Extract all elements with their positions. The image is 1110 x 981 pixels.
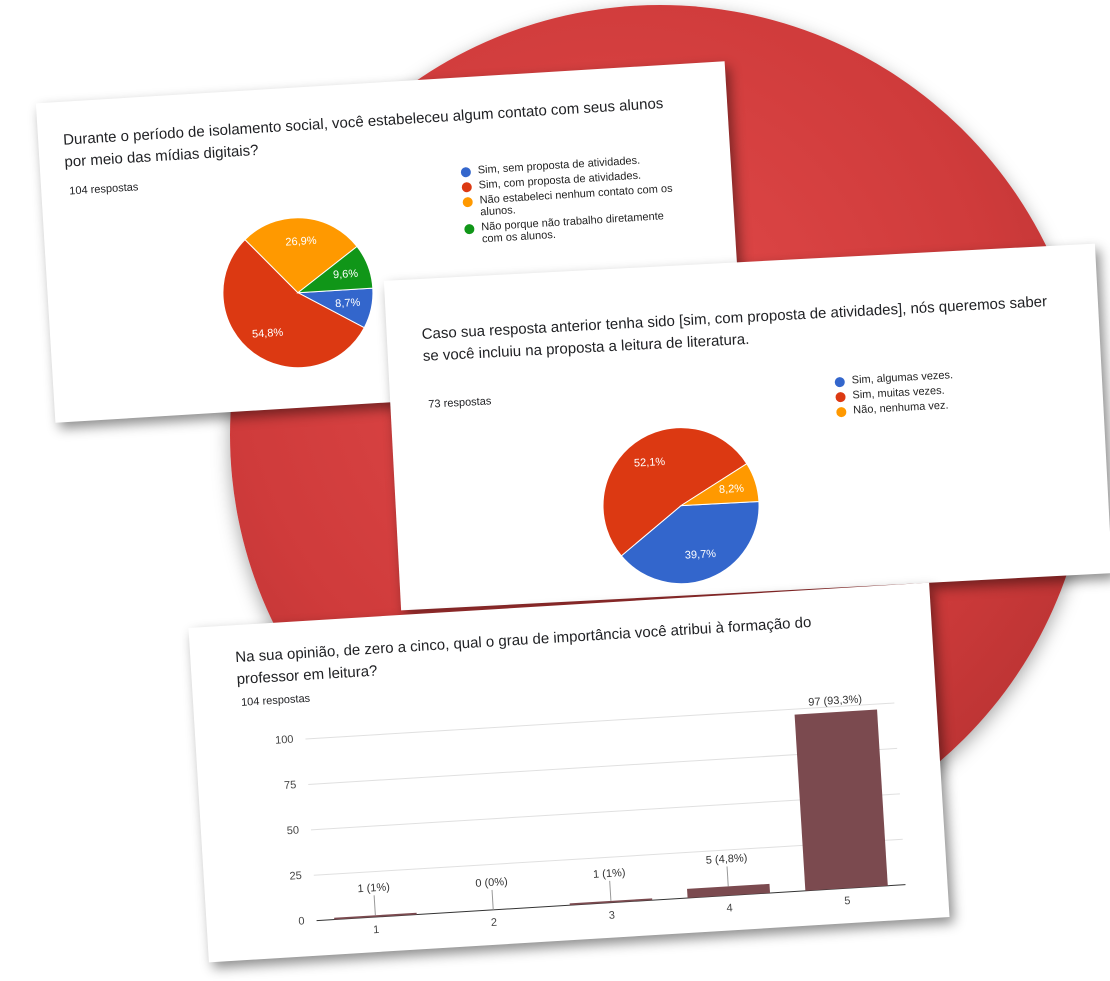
grid-line	[305, 702, 895, 740]
slice-label: 26,9%	[285, 235, 317, 249]
bar	[794, 709, 888, 891]
slice-label: 9,6%	[333, 268, 359, 282]
pie-slice	[620, 501, 760, 585]
slice-label: 54,8%	[252, 327, 284, 341]
chart: 8,7% 54,8% 26,9% 9,6%	[222, 217, 374, 369]
bar	[334, 912, 417, 920]
x-tick-label: 3	[608, 909, 615, 921]
legend-label: Não, nenhuma vez.	[852, 399, 949, 417]
y-tick-label: 0	[298, 915, 305, 927]
leader-line	[609, 880, 612, 901]
slice-label: 8,2%	[719, 483, 745, 496]
x-tick-label: 2	[491, 917, 498, 929]
legend-swatch	[464, 223, 475, 235]
legend-swatch	[460, 166, 472, 178]
leader-line	[726, 866, 729, 887]
chart: 39,7% 52,1% 8,2%	[602, 427, 760, 585]
pie-slice	[222, 238, 365, 369]
x-tick-label: 1	[373, 924, 380, 936]
chart-card: 39,7% 52,1% 8,2% Caso sua resposta anterio…	[383, 243, 1110, 611]
legend: Sim, sem proposta de atividades. Sim, com…	[460, 152, 680, 249]
value-label: 97 (93,3%)	[808, 693, 862, 708]
chart: 0 25 50 75 100 1 (1%) 1 0 (0%) 2 1 (1%) 3 5 (4,8%) 4…	[275, 693, 906, 936]
y-tick-label: 50	[286, 825, 299, 838]
bar	[452, 907, 535, 913]
legend-label: Sim, muitas vezes.	[852, 384, 945, 402]
leader-line	[373, 895, 376, 916]
pie-slice	[296, 245, 374, 294]
chart-card: 0 25 50 75 100 1 (1%) 1 0 (0%) 2 1 (1%) 3 5 (4,8%) 4…	[188, 582, 950, 963]
y-tick-label: 25	[289, 870, 302, 883]
slice-label: 39,7%	[685, 548, 717, 562]
leader-line	[491, 889, 494, 910]
legend-swatch	[835, 391, 846, 403]
legend-swatch	[836, 406, 847, 418]
value-label: 0 (0%)	[475, 876, 508, 890]
pie-slice	[602, 427, 748, 557]
slice-label: 8,7%	[335, 297, 361, 311]
value-label: 5 (4,8%)	[705, 852, 747, 867]
bar	[687, 883, 771, 898]
value-label: 1 (1%)	[593, 867, 626, 881]
bar	[569, 898, 653, 906]
y-tick-label: 75	[284, 779, 297, 792]
pie-slice	[679, 462, 760, 507]
legend-swatch	[461, 181, 473, 193]
value-label: 1 (1%)	[357, 881, 390, 895]
pie-slice	[244, 217, 358, 294]
x-tick-label: 4	[726, 902, 733, 914]
slice-label: 52,1%	[634, 456, 666, 470]
chart-card: 8,7% 54,8% 26,9% 9,6% Durante o período de …	[35, 61, 745, 423]
x-tick-label: 5	[844, 895, 851, 907]
legend-swatch	[462, 196, 474, 208]
y-tick-label: 100	[275, 734, 294, 747]
legend-swatch	[834, 376, 846, 388]
